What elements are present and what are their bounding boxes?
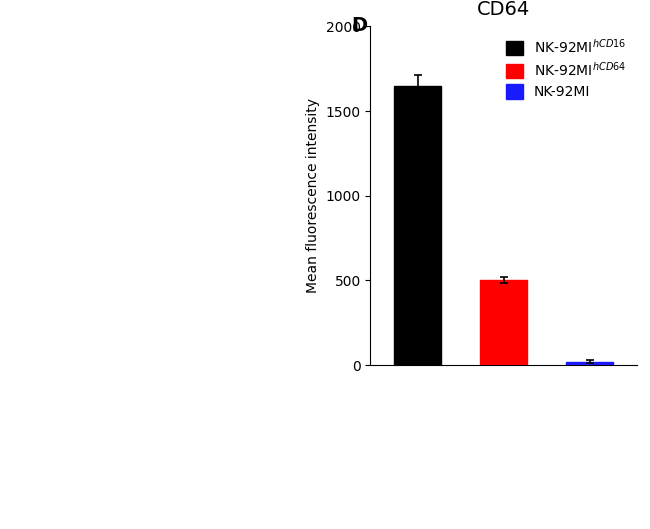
Y-axis label: Mean fluorescence intensity: Mean fluorescence intensity <box>306 98 320 293</box>
Text: D: D <box>351 16 367 35</box>
Title: CD64: CD64 <box>477 1 530 20</box>
Bar <box>480 280 527 365</box>
Bar <box>566 362 614 365</box>
Legend: NK-92MI$^{hCD16}$, NK-92MI$^{hCD64}$, NK-92MI: NK-92MI$^{hCD16}$, NK-92MI$^{hCD64}$, NK… <box>502 33 630 104</box>
Bar <box>394 86 441 365</box>
